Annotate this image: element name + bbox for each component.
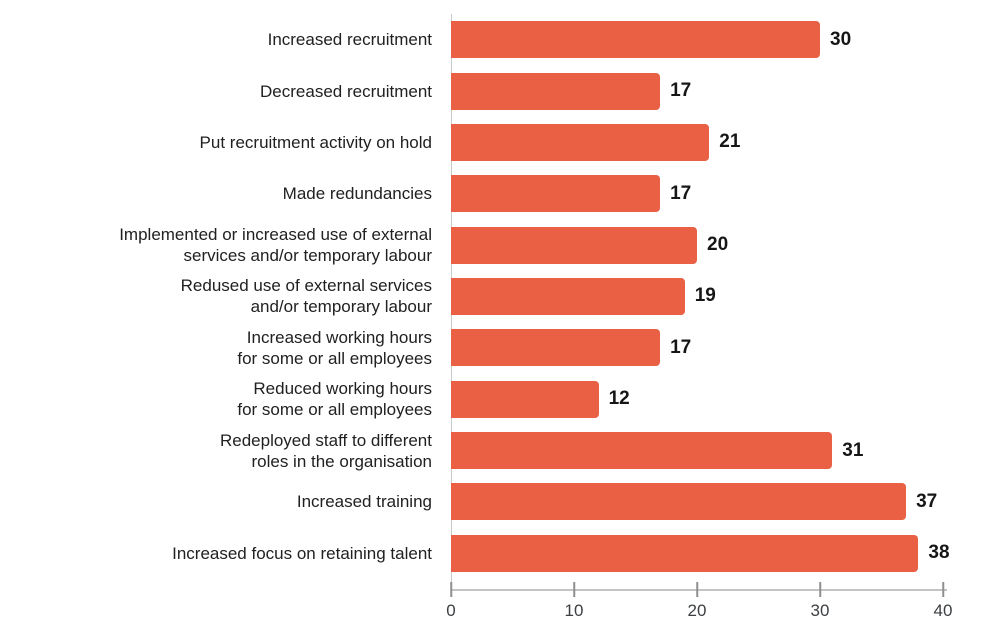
bar (451, 21, 820, 59)
value-label: 17 (670, 182, 692, 204)
category-label: Reduced working hours for some or all em… (237, 379, 432, 420)
bar (451, 123, 710, 161)
bar (451, 432, 833, 470)
bar-area: 21 (451, 117, 1000, 168)
category-label: Increased training (296, 492, 432, 512)
chart-row: Reduced working hours for some or all em… (0, 374, 1000, 425)
bar-area: 17 (451, 65, 1000, 116)
value-label: 38 (928, 542, 950, 564)
chart-rows: Increased recruitment 30 Decreased recru… (0, 14, 1000, 579)
category-label: Increased working hours for some or all … (237, 327, 432, 368)
bar (451, 483, 907, 521)
x-axis-tick (819, 582, 821, 597)
x-axis-tick-label: 10 (564, 601, 584, 620)
category-label: Put recruitment activity on hold (199, 132, 432, 152)
bar-area: 30 (451, 14, 1000, 65)
chart-row: Decreased recruitment 17 (0, 65, 1000, 116)
chart-row: Increased working hours for some or all … (0, 322, 1000, 373)
chart-row: Implemented or increased use of external… (0, 219, 1000, 270)
category-label: Increased recruitment (267, 30, 432, 50)
category-label: Implemented or increased use of external… (119, 225, 432, 266)
x-axis-line (451, 589, 947, 591)
value-label: 37 (916, 490, 938, 512)
bar (451, 380, 599, 418)
x-axis-tick-label: 20 (687, 601, 707, 620)
chart-row: Redused use of external services and/or … (0, 271, 1000, 322)
bar (451, 72, 661, 110)
chart-row: Made redundancies 17 (0, 168, 1000, 219)
category-label: Made redundancies (282, 184, 432, 204)
bar-area: 19 (451, 271, 1000, 322)
category-label: Redeployed staff to different roles in t… (219, 430, 432, 471)
bar (451, 277, 685, 315)
x-axis-tick-label: 0 (446, 601, 456, 620)
category-label: Increased focus on retaining talent (172, 543, 432, 563)
bar-area: 38 (451, 528, 1000, 579)
value-label: 20 (707, 234, 729, 256)
bar (451, 175, 661, 213)
bar (451, 534, 919, 572)
bar (451, 329, 661, 367)
chart-row: Increased training 37 (0, 476, 1000, 527)
bar-area: 20 (451, 219, 1000, 270)
bar-area: 31 (451, 425, 1000, 476)
bar-area: 17 (451, 322, 1000, 373)
category-label: Redused use of external services and/or … (180, 276, 432, 317)
chart-row: Put recruitment activity on hold 21 (0, 117, 1000, 168)
value-label: 19 (694, 285, 716, 307)
x-axis-tick-label: 40 (933, 601, 953, 620)
x-axis-tick (450, 582, 452, 597)
chart-row: Increased recruitment 30 (0, 14, 1000, 65)
bar-area: 37 (451, 476, 1000, 527)
x-axis-tick (942, 582, 944, 597)
x-axis-tick-label: 30 (810, 601, 830, 620)
x-axis-tick (573, 582, 575, 597)
value-label: 12 (608, 388, 630, 410)
value-label: 17 (670, 80, 692, 102)
chart-row: Redeployed staff to different roles in t… (0, 425, 1000, 476)
value-label: 31 (842, 439, 864, 461)
bar-area: 17 (451, 168, 1000, 219)
bar-area: 12 (451, 374, 1000, 425)
value-label: 21 (719, 131, 741, 153)
x-axis: 0 10 20 30 40 (446, 582, 952, 630)
category-label: Decreased recruitment (260, 81, 432, 101)
value-label: 17 (670, 336, 692, 358)
bar (451, 226, 697, 264)
chart-row: Increased focus on retaining talent 38 (0, 528, 1000, 579)
value-label: 30 (830, 28, 852, 50)
x-axis-tick (696, 582, 698, 597)
